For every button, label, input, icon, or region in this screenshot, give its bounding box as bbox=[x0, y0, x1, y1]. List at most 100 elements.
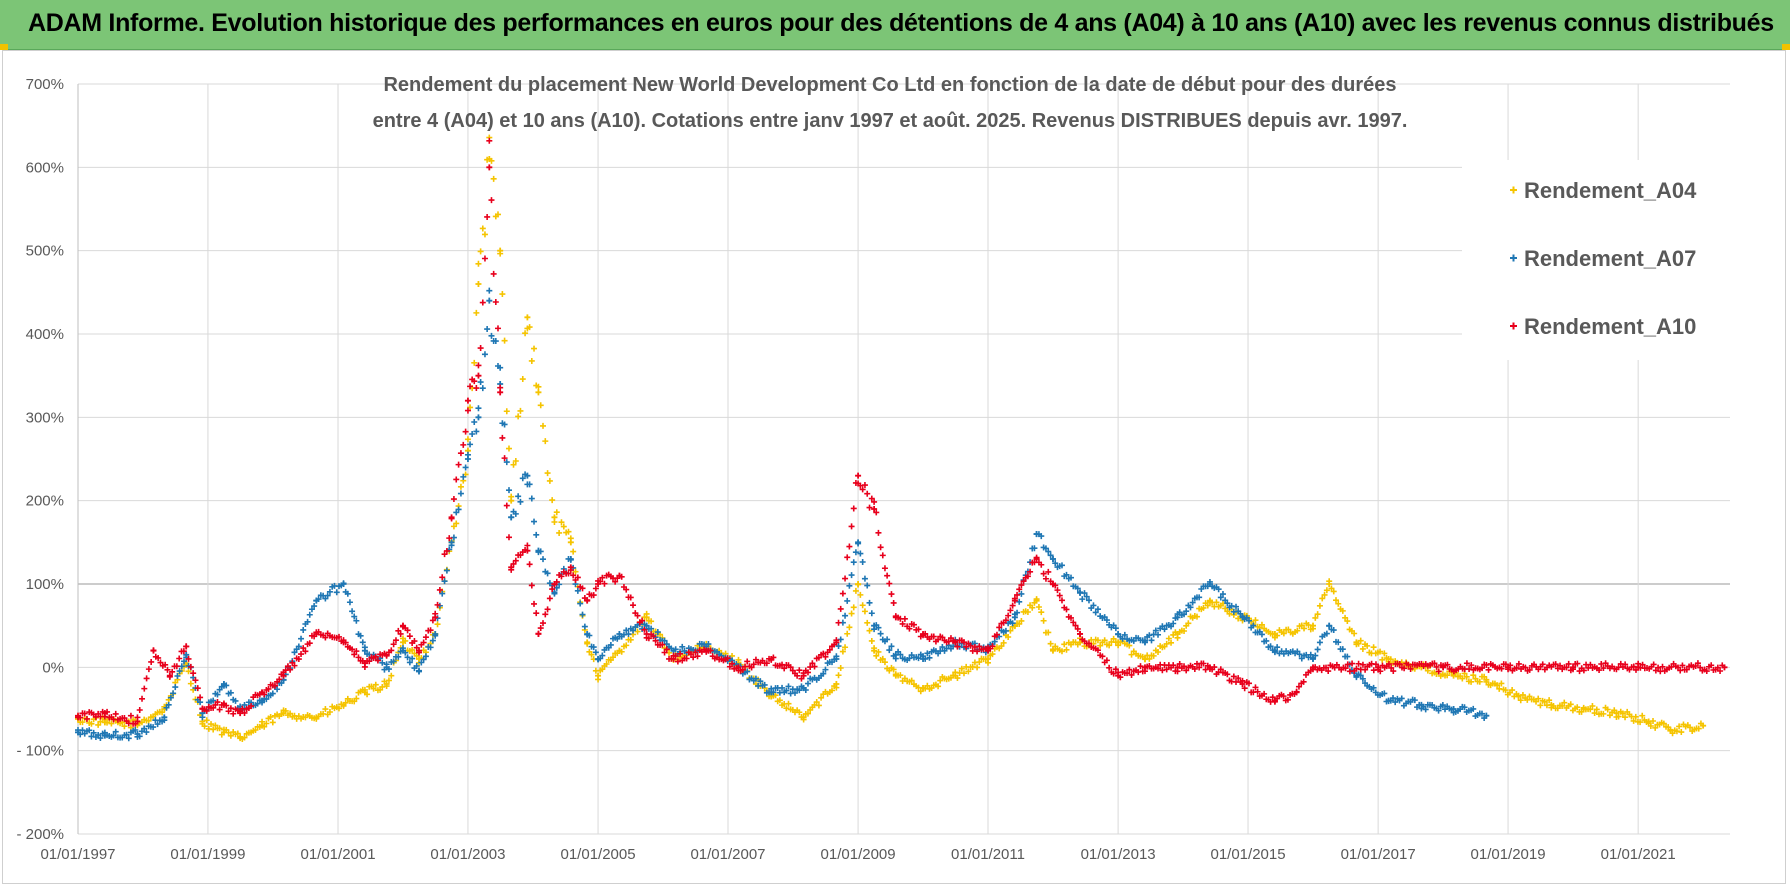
data-point bbox=[952, 672, 959, 679]
data-point bbox=[857, 591, 864, 598]
data-point bbox=[581, 623, 588, 630]
data-point bbox=[143, 729, 150, 736]
data-point bbox=[512, 510, 519, 517]
data-point bbox=[549, 497, 556, 504]
data-point bbox=[1411, 697, 1418, 704]
x-tick-label: 01/01/2015 bbox=[1210, 846, 1285, 863]
data-point bbox=[374, 657, 381, 664]
data-point bbox=[1385, 697, 1392, 704]
data-point bbox=[785, 683, 792, 690]
data-point bbox=[924, 682, 931, 689]
data-point bbox=[1604, 706, 1611, 713]
data-point bbox=[1700, 722, 1707, 729]
y-tick-label: 200% bbox=[26, 493, 64, 510]
data-point bbox=[467, 383, 474, 390]
data-point bbox=[848, 572, 855, 579]
data-point bbox=[1254, 688, 1261, 695]
data-point bbox=[886, 580, 893, 587]
data-point bbox=[1058, 648, 1065, 655]
data-point bbox=[155, 654, 162, 661]
data-point bbox=[399, 639, 406, 646]
data-point bbox=[1252, 617, 1259, 624]
data-point bbox=[1002, 617, 1009, 624]
data-point bbox=[1068, 574, 1074, 581]
data-point bbox=[95, 721, 102, 728]
data-point bbox=[1622, 661, 1629, 668]
data-point bbox=[336, 705, 343, 712]
chart-title-line-1: Rendement du placement New World Develop… bbox=[383, 74, 1396, 96]
data-point bbox=[95, 732, 102, 739]
series-Rendement_A10: Rendement_A10 bbox=[75, 137, 1728, 727]
data-point bbox=[871, 498, 878, 505]
data-point bbox=[1349, 660, 1356, 667]
data-point bbox=[1077, 631, 1084, 637]
data-point bbox=[826, 646, 833, 653]
data-point bbox=[768, 656, 775, 662]
data-point bbox=[413, 662, 420, 669]
data-point bbox=[484, 213, 491, 220]
data-point bbox=[481, 255, 488, 262]
data-point bbox=[1020, 578, 1027, 585]
data-point bbox=[1695, 725, 1702, 732]
data-point bbox=[1570, 664, 1577, 671]
data-point bbox=[475, 281, 482, 287]
data-point bbox=[254, 700, 261, 707]
data-point bbox=[1130, 637, 1137, 644]
data-point bbox=[1330, 627, 1337, 634]
data-point bbox=[1152, 627, 1159, 634]
data-point bbox=[627, 636, 634, 643]
data-point bbox=[75, 729, 81, 736]
data-point bbox=[963, 643, 970, 650]
chart-frame bbox=[2, 50, 1786, 884]
data-point bbox=[917, 688, 924, 695]
data-point bbox=[1344, 653, 1351, 660]
data-point bbox=[351, 613, 358, 620]
data-point bbox=[890, 666, 897, 673]
data-point bbox=[567, 539, 574, 546]
data-point bbox=[259, 689, 266, 696]
x-tick-label: 01/01/2001 bbox=[300, 846, 375, 863]
data-point bbox=[1565, 660, 1572, 667]
data-point bbox=[1323, 630, 1330, 637]
data-point bbox=[535, 631, 542, 637]
data-point bbox=[276, 676, 283, 683]
data-point bbox=[503, 459, 510, 466]
data-point bbox=[1574, 660, 1581, 667]
data-point bbox=[479, 385, 486, 392]
data-point bbox=[648, 625, 655, 632]
data-point bbox=[612, 578, 619, 585]
data-point bbox=[886, 647, 893, 654]
data-point bbox=[1468, 678, 1475, 685]
data-point bbox=[1466, 666, 1473, 673]
data-point bbox=[183, 651, 190, 658]
data-point bbox=[141, 725, 148, 732]
data-point bbox=[269, 719, 276, 726]
data-point bbox=[145, 666, 152, 673]
data-point bbox=[392, 637, 399, 644]
data-point bbox=[515, 493, 522, 500]
data-point bbox=[429, 617, 436, 624]
data-point bbox=[1659, 663, 1666, 670]
data-point bbox=[101, 710, 108, 717]
data-point bbox=[1068, 614, 1074, 621]
data-point bbox=[616, 572, 623, 579]
data-point bbox=[974, 648, 981, 655]
data-point bbox=[1502, 661, 1509, 668]
data-point bbox=[965, 668, 972, 675]
series-Rendement_A07: Rendement_A07 bbox=[75, 287, 1490, 742]
data-point bbox=[475, 260, 482, 267]
data-point bbox=[1056, 592, 1063, 599]
legend-box bbox=[1462, 160, 1732, 360]
chart-title-line-2: entre 4 (A04) et 10 ans (A10). Cotations… bbox=[373, 110, 1408, 132]
data-point bbox=[855, 472, 862, 479]
data-point bbox=[1339, 646, 1346, 653]
data-point bbox=[475, 405, 482, 412]
data-point bbox=[383, 651, 390, 658]
data-point bbox=[326, 588, 333, 595]
data-point bbox=[1362, 666, 1369, 673]
data-point bbox=[607, 641, 614, 648]
data-point bbox=[1161, 626, 1168, 633]
data-point bbox=[634, 612, 641, 619]
data-point bbox=[1600, 710, 1607, 717]
data-point bbox=[322, 706, 329, 713]
